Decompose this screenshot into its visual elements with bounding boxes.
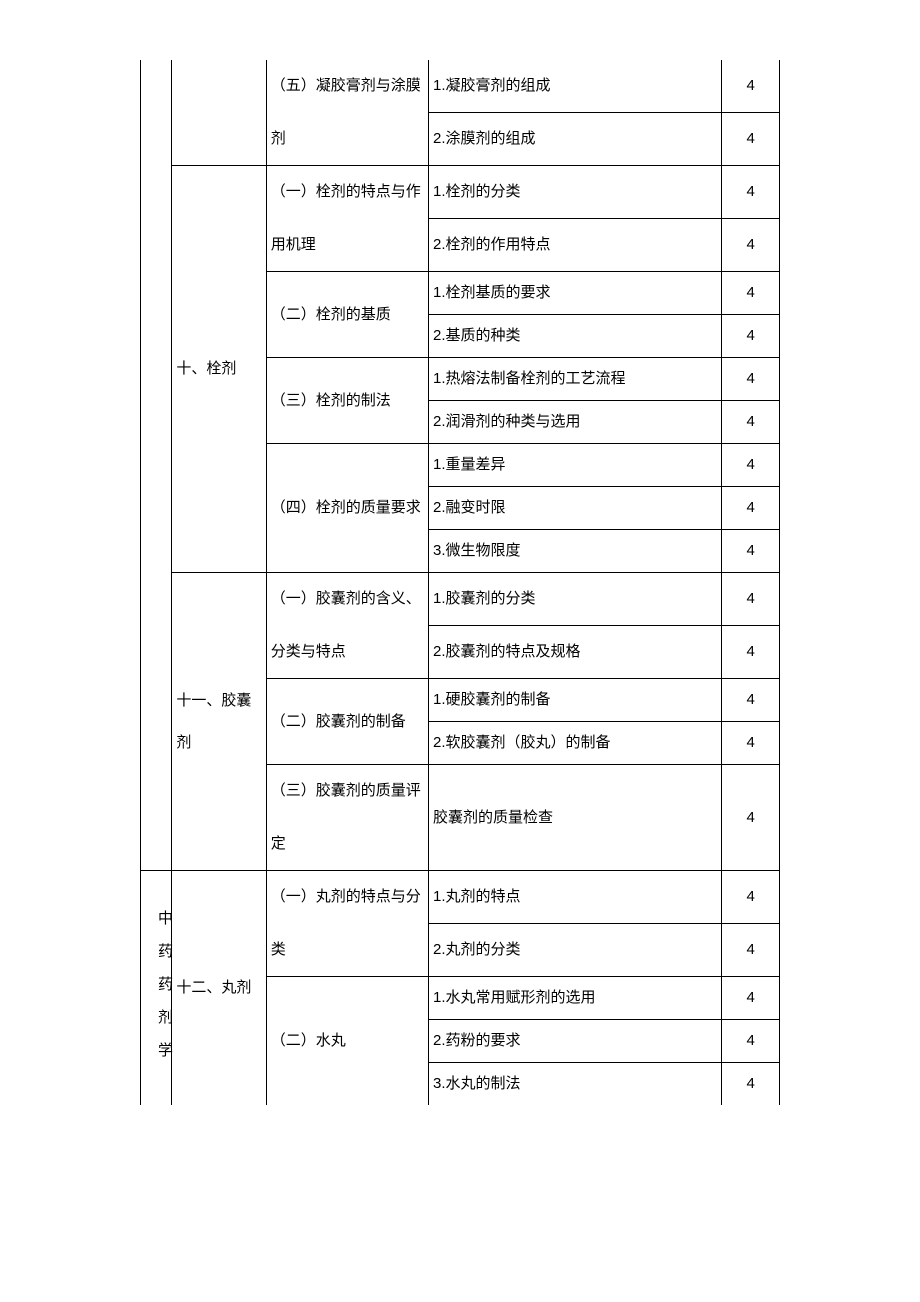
col5-cell: 4 (722, 977, 780, 1020)
col5-cell: 4 (722, 573, 780, 626)
col5-cell: 4 (722, 487, 780, 530)
col3-cell: （三）栓剂的制法 (266, 358, 428, 444)
col2-cell-capsule: 十一、胶囊剂 (172, 573, 266, 871)
col4-cell: 2.基质的种类 (429, 315, 722, 358)
col4-cell: 2.栓剂的作用特点 (429, 219, 722, 272)
col3-cell: （一）胶囊剂的含义、分类与特点 (266, 573, 428, 679)
col5-cell: 4 (722, 530, 780, 573)
col5-cell: 4 (722, 871, 780, 924)
col5-cell: 4 (722, 60, 780, 112)
col3-cell: （二）栓剂的基质 (266, 272, 428, 358)
col4-cell: 1.栓剂的分类 (429, 166, 722, 219)
col4-cell: 2.胶囊剂的特点及规格 (429, 626, 722, 679)
syllabus-table: （五）凝胶膏剂与涂膜剂 1.凝胶膏剂的组成 4 2.涂膜剂的组成 4 十、栓剂 … (140, 60, 780, 1105)
col4-cell: 1.硬胶囊剂的制备 (429, 679, 722, 722)
col3-cell-gel: （五）凝胶膏剂与涂膜剂 (266, 60, 428, 166)
col4-cell: 胶囊剂的质量检查 (429, 765, 722, 871)
col5-cell: 4 (722, 401, 780, 444)
col4-cell: 2.润滑剂的种类与选用 (429, 401, 722, 444)
col4-cell: 1.栓剂基质的要求 (429, 272, 722, 315)
col4-cell: 2.融变时限 (429, 487, 722, 530)
col5-cell: 4 (722, 272, 780, 315)
col4-cell: 1.丸剂的特点 (429, 871, 722, 924)
col5-cell: 4 (722, 358, 780, 401)
col5-cell: 4 (722, 765, 780, 871)
col5-cell: 4 (722, 1020, 780, 1063)
col1-cell-subject: 中药药剂学 (141, 871, 172, 1106)
col4-cell: 1.凝胶膏剂的组成 (429, 60, 722, 112)
col4-cell: 1.热熔法制备栓剂的工艺流程 (429, 358, 722, 401)
col2-cell-suppository: 十、栓剂 (172, 166, 266, 573)
col4-cell: 2.药粉的要求 (429, 1020, 722, 1063)
col4-cell: 2.软胶囊剂（胶丸）的制备 (429, 722, 722, 765)
col5-cell: 4 (722, 626, 780, 679)
col5-cell: 4 (722, 679, 780, 722)
col5-cell: 4 (722, 166, 780, 219)
col3-cell: （二）胶囊剂的制备 (266, 679, 428, 765)
col5-cell: 4 (722, 924, 780, 977)
col4-cell: 3.微生物限度 (429, 530, 722, 573)
col4-cell: 3.水丸的制法 (429, 1063, 722, 1106)
col5-cell: 4 (722, 444, 780, 487)
col1-cell-empty (141, 60, 172, 871)
col3-cell: （一）丸剂的特点与分类 (266, 871, 428, 977)
col5-cell: 4 (722, 315, 780, 358)
col3-cell: （三）胶囊剂的质量评定 (266, 765, 428, 871)
col5-cell: 4 (722, 112, 780, 165)
col3-cell: （一）栓剂的特点与作用机理 (266, 166, 428, 272)
col4-cell: 1.水丸常用赋形剂的选用 (429, 977, 722, 1020)
col4-cell: 2.丸剂的分类 (429, 924, 722, 977)
col3-cell: （四）栓剂的质量要求 (266, 444, 428, 573)
col4-cell: 2.涂膜剂的组成 (429, 112, 722, 165)
col5-cell: 4 (722, 219, 780, 272)
col4-cell: 1.胶囊剂的分类 (429, 573, 722, 626)
col5-cell: 4 (722, 722, 780, 765)
col2-cell-empty (172, 60, 266, 166)
col2-cell-pill: 十二、丸剂 (172, 871, 266, 1106)
col4-cell: 1.重量差异 (429, 444, 722, 487)
col3-cell: （二）水丸 (266, 977, 428, 1106)
col5-cell: 4 (722, 1063, 780, 1106)
